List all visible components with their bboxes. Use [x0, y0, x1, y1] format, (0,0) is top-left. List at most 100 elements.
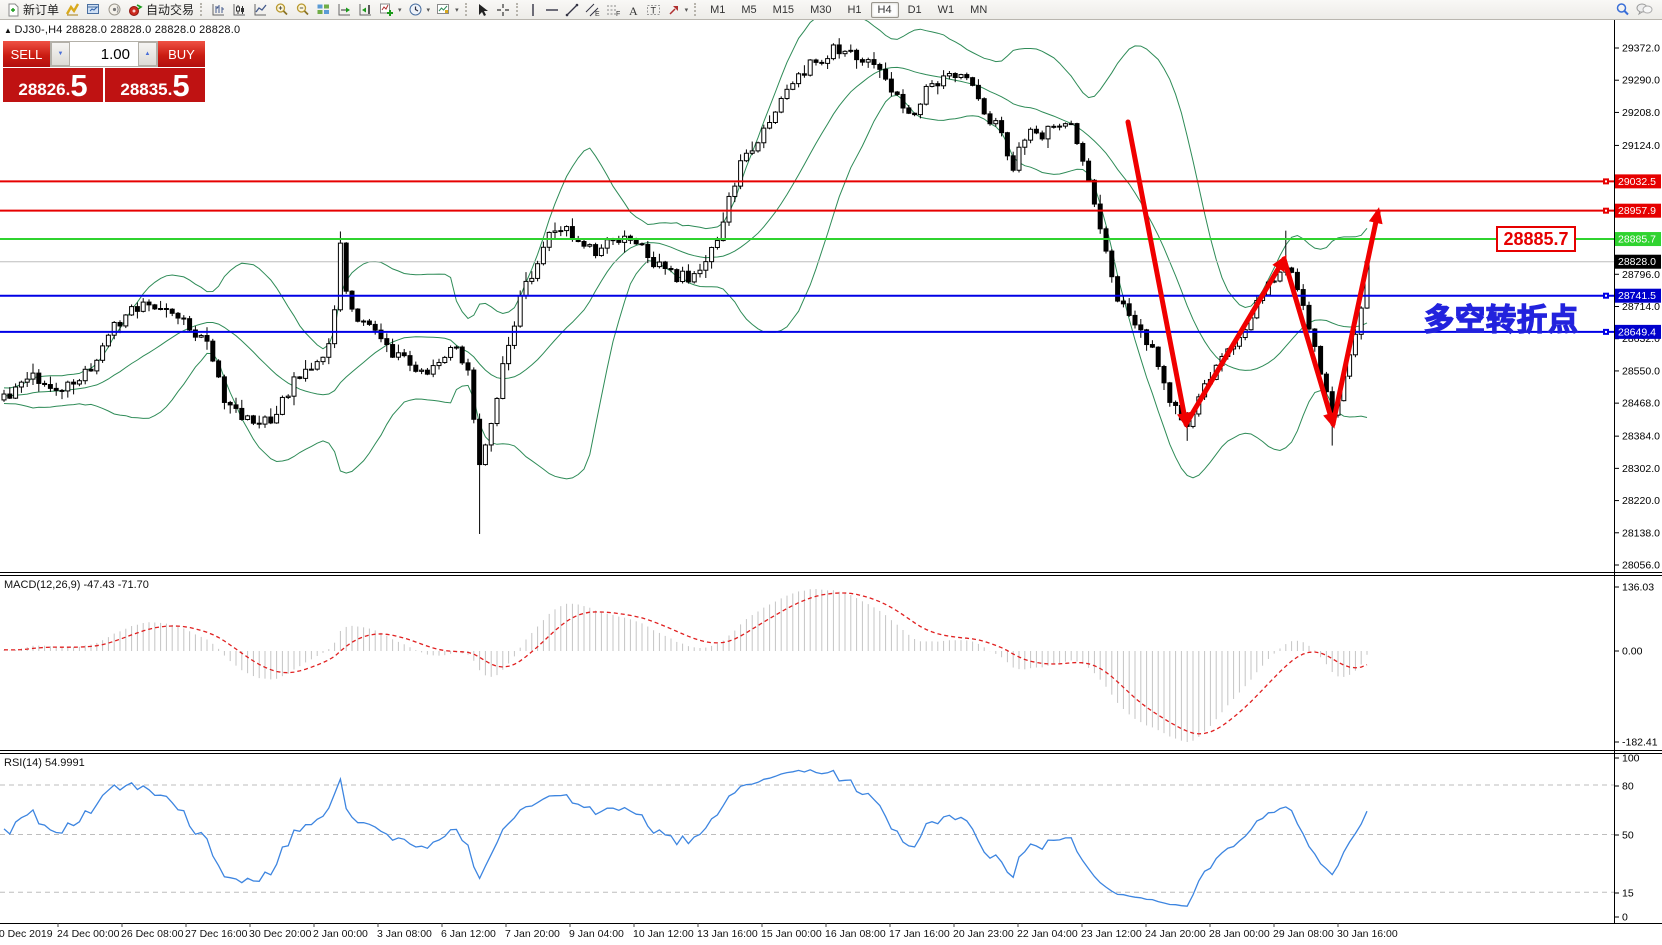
candle-body: [100, 345, 106, 361]
autotrading-button[interactable]: 自动交易: [125, 1, 197, 18]
crosshair-tool-button[interactable]: [493, 1, 513, 18]
sell-button[interactable]: SELL: [3, 41, 50, 67]
candle-body: [1057, 125, 1063, 128]
candle-body: [975, 84, 981, 100]
chat-button[interactable]: [1633, 1, 1656, 18]
candle-body: [13, 386, 19, 399]
chart-shift-button[interactable]: [355, 1, 376, 18]
time-tick-label: 20 Dec 2019: [0, 928, 53, 940]
candle-body: [877, 63, 883, 70]
timeframe-mn-button[interactable]: MN: [970, 3, 988, 16]
trend-arrows-annotation[interactable]: [1125, 119, 1383, 429]
trend-arrow[interactable]: [1330, 207, 1383, 427]
timeframe-m15-button[interactable]: M15: [772, 3, 795, 16]
bar-chart-button[interactable]: [208, 1, 229, 18]
candle-body: [732, 185, 738, 197]
candle-body: [442, 356, 448, 364]
new-chart-button[interactable]: [62, 1, 83, 18]
timeframe-h1-button[interactable]: H1: [847, 3, 862, 16]
candle-body: [268, 416, 274, 424]
profiles-button[interactable]: [83, 1, 104, 18]
timeframe-h4-button[interactable]: H4: [870, 1, 899, 18]
indicators-button[interactable]: [376, 1, 405, 18]
candle-body: [337, 242, 343, 311]
main-chart-layer[interactable]: [0, 14, 1614, 534]
new-order-button[interactable]: 新订单: [3, 1, 62, 18]
volume-decrease-button[interactable]: [51, 42, 70, 66]
price-marker-label: 28741.5: [1618, 290, 1656, 302]
buy-button[interactable]: BUY: [158, 41, 205, 67]
timeframe-m1-button[interactable]: M1: [710, 3, 726, 16]
candle-body: [941, 75, 947, 87]
channel-tool-button[interactable]: E: [582, 1, 603, 18]
candle-body: [471, 369, 477, 420]
candle-body: [88, 368, 94, 372]
signals-icon: [108, 3, 121, 16]
timeframe-m5-button[interactable]: M5: [741, 3, 757, 16]
price-tick-label: 28714.0: [1622, 301, 1660, 313]
volume-increase-button[interactable]: [138, 42, 157, 66]
price-marker-label: 28828.0: [1618, 256, 1656, 268]
sell-price[interactable]: 28826. 5: [3, 68, 103, 102]
trendline-tool-button[interactable]: [562, 1, 582, 18]
candlestick-chart-button[interactable]: [229, 1, 250, 18]
fibonacci-tool-button[interactable]: F: [603, 1, 624, 18]
trend-arrow[interactable]: [1183, 254, 1287, 427]
line-chart-button[interactable]: [250, 1, 271, 18]
horizontal-lines[interactable]: [0, 178, 1614, 335]
candle-body: [158, 308, 164, 311]
tile-windows-icon: [317, 4, 330, 14]
timeframe-d1-button[interactable]: D1: [907, 3, 922, 16]
zoom-in-button[interactable]: [271, 1, 292, 18]
price-callout-label[interactable]: 28885.7: [1496, 226, 1576, 252]
price-tick-label: 28138.0: [1622, 527, 1660, 539]
timeframe-m30-button[interactable]: M30: [810, 3, 832, 16]
candle-body: [1045, 125, 1051, 140]
candle-body: [726, 195, 732, 223]
text-tool-button[interactable]: A: [624, 1, 643, 18]
search-button[interactable]: [1612, 1, 1633, 18]
periods-button[interactable]: [405, 1, 434, 18]
price-axis[interactable]: 29372.0 29290.0 29208.0 29124.0 28796.0 28714…: [1614, 19, 1661, 924]
candle-body: [372, 323, 378, 331]
macd-panel[interactable]: [3, 589, 1368, 742]
templates-button[interactable]: [433, 1, 462, 18]
zoom-out-button[interactable]: [292, 1, 313, 18]
cursor-tool-button[interactable]: [473, 1, 493, 18]
candle-body: [482, 444, 488, 466]
arrows-tool-button[interactable]: [664, 1, 692, 18]
toolbar-grip: [200, 3, 205, 16]
timeframe-w1-button[interactable]: W1: [937, 3, 955, 16]
candle-body: [453, 346, 459, 349]
candle-body: [616, 239, 622, 243]
candle-body: [349, 290, 355, 310]
buy-price[interactable]: 28835. 5: [105, 68, 205, 102]
trend-arrow[interactable]: [1281, 256, 1337, 429]
auto-scroll-button[interactable]: [334, 1, 355, 18]
volume-value[interactable]: 1.00: [100, 45, 130, 63]
vertical-line-tool-button[interactable]: [524, 1, 542, 18]
price-tick-label: 28056.0: [1622, 560, 1660, 572]
trend-arrow[interactable]: [1125, 119, 1191, 429]
new-chart-icon: [65, 3, 80, 16]
signals-button[interactable]: [104, 1, 125, 18]
candles-layer: [1, 38, 1370, 534]
rsi-panel[interactable]: [0, 769, 1614, 907]
price-marker-box: [1615, 203, 1661, 218]
candle-body: [662, 261, 668, 270]
horizontal-line-tool-button[interactable]: [542, 1, 562, 18]
text-label-tool-button[interactable]: T: [643, 1, 664, 18]
candle-body: [767, 121, 773, 129]
candle-body: [30, 372, 36, 380]
tile-windows-button[interactable]: [313, 1, 334, 18]
candle-body: [7, 393, 13, 399]
candle-body: [738, 160, 744, 187]
price-tick-label: 29208.0: [1622, 107, 1660, 119]
chart-annotation-text[interactable]: 多空转折点: [1423, 303, 1579, 337]
rsi-axis-label: 80: [1622, 781, 1634, 793]
line-handle-center: [1605, 209, 1607, 212]
candle-body: [47, 384, 53, 389]
candle-body: [912, 112, 918, 116]
